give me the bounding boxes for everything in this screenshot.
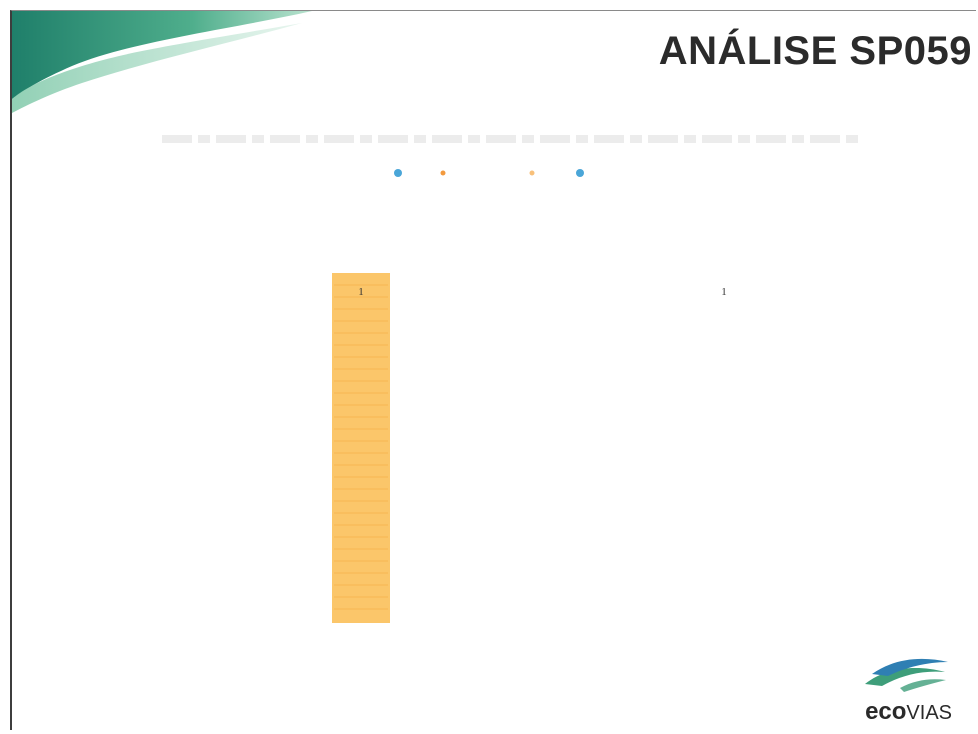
logo-text-suffix: VIAS (906, 702, 952, 724)
logo-text: ecoVIAS (865, 700, 952, 724)
data-label-0: 1 (358, 286, 364, 298)
page-title: ANÁLISE SP059 (658, 29, 972, 73)
legend-marker-1 (440, 170, 446, 176)
logo-wave-icon (865, 658, 948, 692)
swoosh-decoration (12, 11, 312, 113)
data-label-1: 1 (721, 286, 727, 298)
ecovias-logo: ecoVIAS (822, 654, 962, 724)
bar-0 (332, 273, 390, 623)
legend-marker-2 (529, 170, 535, 176)
legend-marker-3 (576, 169, 584, 177)
bar-fill-0 (332, 273, 390, 623)
legend-marker-0 (394, 169, 402, 177)
logo-text-prefix: eco (865, 698, 907, 725)
